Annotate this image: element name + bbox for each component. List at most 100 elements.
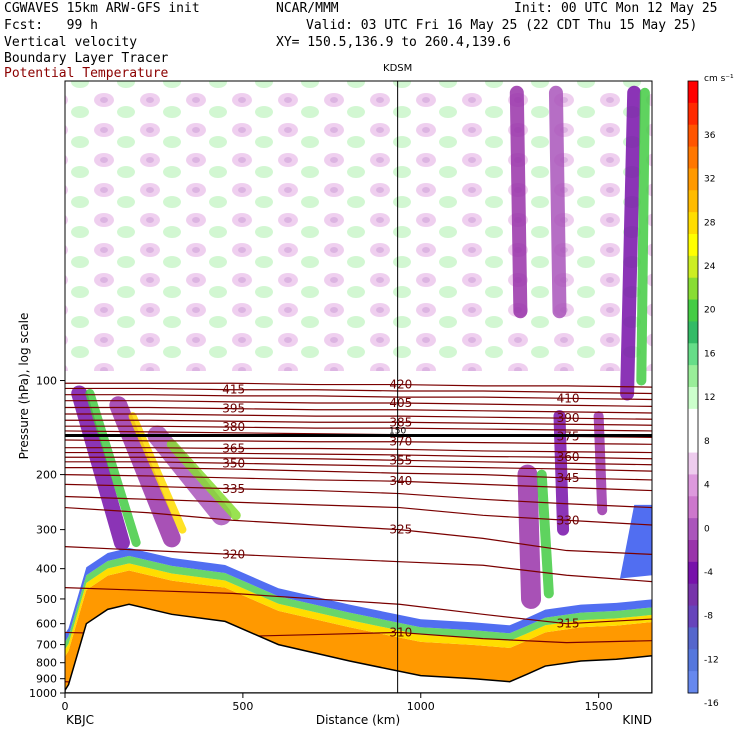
colorbar-label: -8 (704, 612, 713, 622)
colorbar-segment (688, 474, 698, 497)
x-axis-label: Distance (km) (316, 713, 400, 727)
tracer-yellow-band (65, 563, 652, 693)
field-boundary-layer-tracer: Boundary Layer Tracer (4, 51, 169, 66)
colorbar-label: -16 (704, 699, 719, 709)
colorbar-segment (688, 496, 698, 519)
mid-station-label: KDSM (383, 63, 412, 74)
colorbar-segment (688, 212, 698, 235)
theta-contour-label: 365 (222, 441, 245, 455)
y-tick-label: 900 (36, 673, 57, 686)
y-tick-label: 300 (36, 524, 57, 537)
theta-contour (65, 461, 652, 472)
x-tick-label: 1500 (585, 700, 613, 713)
colorbar-segment (688, 299, 698, 322)
theta-contour-label: 310 (389, 625, 412, 639)
y-tick-label: 500 (36, 593, 57, 606)
theta-contour (65, 439, 652, 445)
theta-contour (65, 406, 652, 414)
theta-contour (65, 483, 652, 509)
colorbar-segment (688, 343, 698, 366)
velocity-streak (593, 411, 608, 516)
theta-contour (65, 419, 652, 426)
colorbar-segment (688, 430, 698, 454)
theta-contour (65, 587, 652, 625)
org-label: NCAR/MMM (276, 1, 339, 16)
colorbar-label: 20 (704, 306, 716, 316)
velocity-streak (147, 425, 232, 526)
colorbar-segment (688, 124, 698, 148)
theta-contour-label: 370 (389, 435, 412, 449)
y-tick-label: 700 (36, 639, 57, 652)
colorbar-segment (688, 649, 698, 672)
colorbar-label: -4 (704, 568, 713, 578)
colorbar-segment (688, 627, 698, 650)
left-station-label: KBJC (66, 713, 94, 727)
colorbar-segment (688, 190, 698, 213)
theta-contour (65, 425, 652, 432)
theta-contour-label: 360 (557, 450, 580, 464)
colorbar-segment (688, 518, 698, 541)
velocity-streak (517, 464, 542, 609)
colorbar-segment (688, 605, 698, 628)
theta-contour-label: 350 (222, 456, 245, 470)
field-vertical-velocity: Vertical velocity (4, 35, 138, 50)
theta-contour (65, 413, 652, 420)
theta-contour (65, 447, 652, 454)
velocity-streak (109, 396, 181, 548)
theta-contour-label: 315 (557, 617, 580, 631)
colorbar-segment (688, 81, 698, 104)
cross-section-coords: XY= 150.5,136.9 to 260.4,139.6 (276, 35, 511, 50)
colorbar-segment (688, 561, 698, 585)
y-tick-label: 1000 (29, 687, 57, 700)
theta-contour (65, 456, 652, 466)
colorbar-segment (688, 277, 698, 301)
colorbar-label: 32 (704, 175, 715, 185)
velocity-streak (636, 87, 650, 386)
theta-contour-label: 345 (557, 471, 580, 485)
theta-contour (65, 382, 652, 388)
field-potential-temperature: Potential Temperature (4, 66, 169, 81)
theta-contour (65, 387, 652, 395)
y-tick-label: 200 (36, 469, 57, 482)
colorbar-segment (688, 102, 698, 126)
colorbar-segment (688, 321, 698, 344)
y-tick-label: 600 (36, 618, 57, 631)
theta-contour-label: 390 (557, 411, 580, 425)
velocity-streak (509, 85, 528, 319)
colorbar-label: 12 (704, 393, 715, 403)
theta-contour-label: 380 (222, 420, 245, 434)
colorbar-segment (688, 234, 698, 257)
colorbar-segment (688, 168, 698, 191)
velocity-streak (620, 85, 642, 401)
theta-contour-label: 335 (222, 482, 245, 496)
plot-area: 3053103153203253303353403453503553603653… (65, 81, 652, 693)
valid-time: Valid: 03 UTC Fri 16 May 25 (22 CDT Thu … (306, 18, 698, 33)
velocity-streak (548, 85, 567, 319)
colorbar-label: 4 (704, 481, 710, 491)
terrain (65, 603, 652, 693)
colorbar-segment (688, 540, 698, 563)
theta-contour (65, 495, 652, 526)
y-tick-label: 800 (36, 657, 57, 670)
y-tick-label: 400 (36, 563, 57, 576)
theta-contour-label: 325 (389, 523, 412, 537)
theta-contour-label: 410 (557, 391, 580, 405)
x-tick-label: 1000 (407, 700, 435, 713)
velocity-patch (619, 504, 652, 579)
init-time: Init: 00 UTC Mon 12 May 25 (514, 1, 718, 16)
colorbar-segment (688, 452, 698, 475)
x-tick-label: 0 (62, 700, 69, 713)
colorbar-segment (688, 408, 698, 432)
x-tick-label: 500 (232, 700, 253, 713)
colorbar-label: 0 (704, 524, 710, 534)
theta-contour-label: 395 (222, 402, 245, 416)
colorbar-label: 36 (704, 131, 716, 141)
theta-contour (65, 546, 652, 583)
theta-contour-label: 355 (389, 453, 412, 467)
y-tick-label: 100 (36, 375, 57, 388)
colorbar-segment (688, 146, 698, 169)
model-title: CGWAVES 15km ARW-GFS init (4, 1, 200, 16)
